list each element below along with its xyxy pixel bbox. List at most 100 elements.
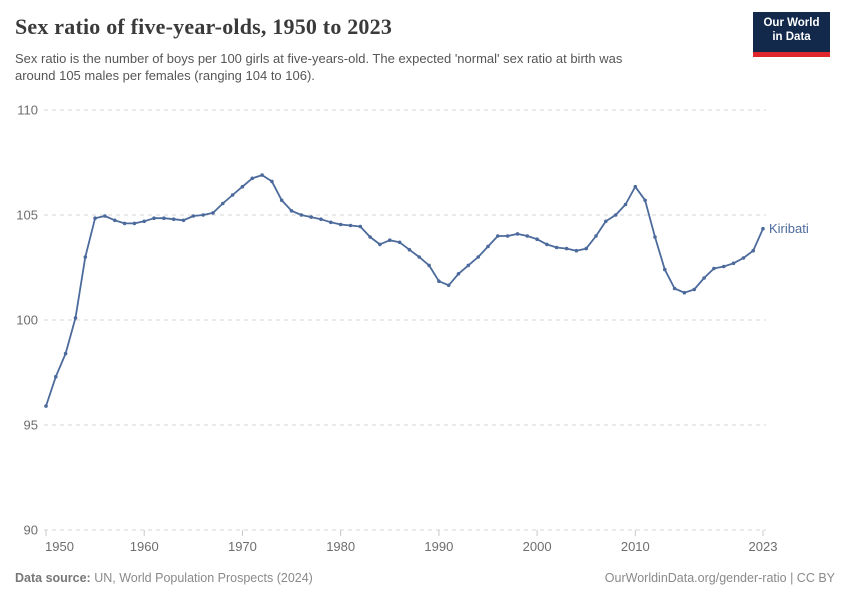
series-point-marker: [613, 213, 618, 217]
series-point-marker: [181, 218, 186, 223]
series-point-marker: [319, 217, 323, 221]
series-point-marker: [663, 267, 667, 272]
chart-header: Sex ratio of five-year-olds, 1950 to 202…: [15, 12, 835, 84]
series-point-marker: [653, 235, 657, 239]
subtitle-line-1: Sex ratio is the number of boys per 100 …: [15, 51, 623, 67]
series-point-marker: [486, 244, 490, 249]
series-point-marker: [496, 234, 500, 238]
series-point-marker: [584, 246, 588, 251]
owid-license-link[interactable]: OurWorldinData.org/gender-ratio | CC BY: [604, 571, 835, 585]
series-point-marker: [44, 404, 48, 408]
x-tick-label: 1990: [424, 539, 453, 554]
series-point-marker: [554, 245, 559, 250]
x-tick-label: 1950: [45, 539, 74, 554]
series-point-marker: [250, 176, 255, 181]
series-point-marker: [191, 214, 196, 218]
y-tick-label: 105: [16, 208, 38, 223]
owid-logo[interactable]: Our World in Data: [753, 12, 830, 57]
series-point-marker: [93, 216, 97, 220]
series-point-marker: [731, 261, 736, 266]
x-tick-label: 2010: [621, 539, 650, 554]
series-point-marker: [83, 255, 88, 259]
y-tick-label: 110: [17, 103, 38, 118]
series-point-marker: [751, 248, 755, 253]
series-point-marker: [201, 213, 205, 217]
series-point-marker: [289, 209, 294, 213]
series-point-marker: [721, 264, 726, 269]
series-point-marker: [260, 173, 264, 177]
series-point-marker: [113, 218, 117, 223]
series-point-marker: [604, 219, 608, 224]
logo-text-line1: Our World: [763, 17, 820, 29]
series-point-marker: [54, 374, 58, 379]
y-tick-label: 90: [24, 523, 38, 538]
series-point-marker: [466, 263, 471, 268]
y-tick-label: 100: [16, 313, 38, 328]
subtitle-line-2: around 105 males per females (ranging 10…: [15, 68, 315, 84]
series-point-marker: [525, 234, 530, 238]
series-point-marker: [456, 272, 461, 276]
chart-footer: Data source: UN, World Population Prospe…: [15, 571, 835, 585]
series-point-marker: [741, 256, 746, 260]
series-point-marker: [142, 219, 146, 224]
series-point-marker: [152, 216, 156, 220]
series-point-marker: [535, 237, 539, 241]
x-tick-label: 1980: [326, 539, 355, 554]
series-point-marker: [702, 276, 706, 280]
series-point-marker: [73, 316, 78, 320]
series-point-marker: [358, 224, 363, 229]
series-point-marker: [623, 202, 628, 207]
chart-subtitle: Sex ratio is the number of boys per 100 …: [15, 50, 835, 84]
series-point-marker: [712, 266, 716, 271]
series-point-marker: [672, 286, 677, 291]
series-point-marker: [388, 238, 392, 242]
series-point-marker: [338, 222, 343, 227]
series-point-marker: [279, 198, 284, 203]
series-point-marker: [446, 283, 451, 288]
series-point-marker: [515, 232, 520, 236]
series-point-marker: [221, 201, 225, 206]
series-point-marker: [505, 234, 510, 238]
series-point-marker: [348, 223, 353, 228]
series-point-marker: [63, 351, 68, 356]
page-title: Sex ratio of five-year-olds, 1950 to 202…: [15, 14, 393, 39]
series-point-marker: [368, 235, 372, 239]
logo-text-line2: in Data: [772, 30, 811, 43]
series-point-marker: [407, 247, 412, 252]
series-point-marker: [574, 248, 579, 253]
x-tick-label: 2000: [523, 539, 552, 554]
x-tick-label: 1970: [228, 539, 257, 554]
series-point-marker: [692, 287, 696, 292]
series-point-marker: [171, 217, 176, 221]
series-point-marker: [427, 263, 431, 268]
logo-red-bar: [753, 52, 830, 57]
x-tick-label: 2023: [749, 539, 778, 554]
series-point-marker: [564, 246, 569, 251]
data-source: Data source: UN, World Population Prospe…: [15, 571, 313, 585]
series-point-marker: [378, 242, 382, 247]
series-point-marker: [594, 234, 598, 238]
series-point-marker: [643, 198, 647, 203]
y-tick-label: 95: [24, 418, 38, 433]
series-point-marker: [103, 214, 107, 218]
series-point-marker: [545, 242, 549, 247]
series-point-marker: [476, 255, 481, 259]
series-point-marker: [417, 255, 422, 259]
series-point-marker: [682, 290, 687, 295]
series-point-marker: [633, 184, 638, 189]
series-point-marker: [309, 215, 314, 219]
series-point-marker: [329, 220, 333, 225]
x-tick-label: 1960: [130, 539, 159, 554]
series-point-marker: [162, 216, 166, 220]
series-point-marker: [240, 184, 245, 189]
series-point-marker: [270, 179, 274, 184]
series-point-marker: [211, 211, 215, 215]
series-point-marker: [230, 193, 235, 197]
series-point-marker: [437, 279, 441, 284]
series-point-marker: [761, 226, 765, 231]
data-source-label: Data source:: [15, 571, 91, 585]
series-point-marker: [122, 221, 127, 226]
series-line: [45, 174, 764, 407]
